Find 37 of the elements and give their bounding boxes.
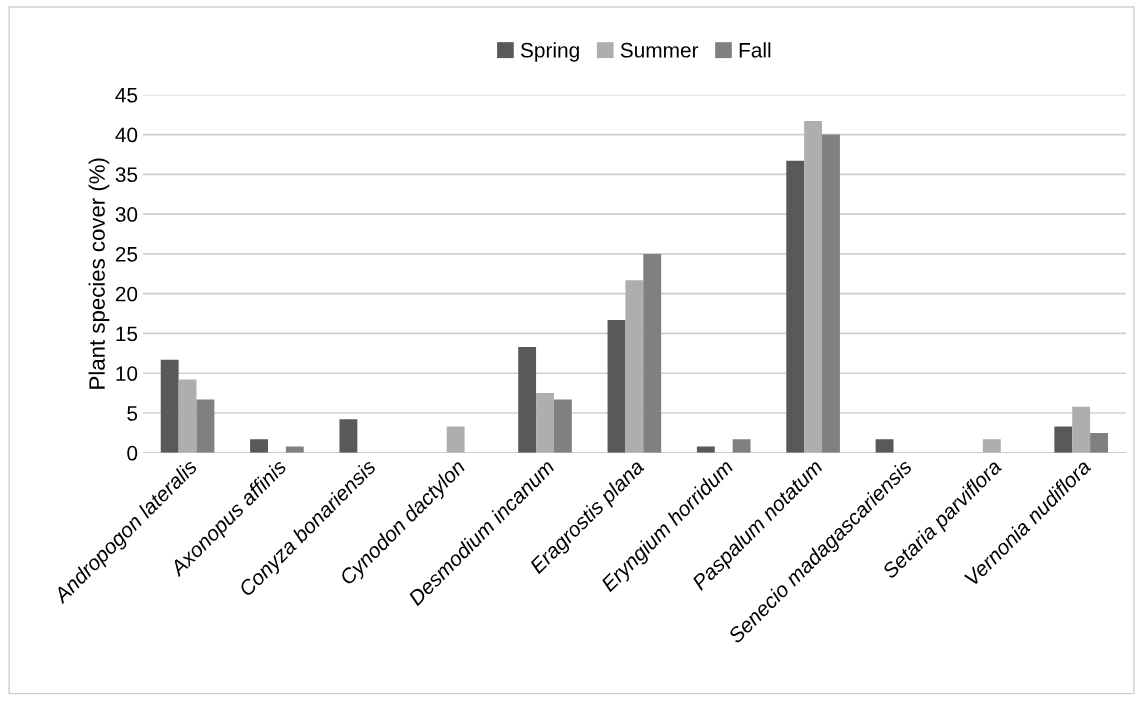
y-tick-label: 0 — [127, 445, 138, 461]
bar — [804, 121, 823, 453]
bar — [536, 393, 554, 453]
bar — [178, 379, 197, 453]
y-axis-title: Plant species cover (%) — [88, 158, 110, 389]
bar — [1054, 426, 1073, 453]
y-tick-label: 45 — [115, 87, 138, 103]
bar — [446, 426, 465, 453]
bar — [786, 160, 805, 453]
bar — [518, 346, 537, 453]
bar — [339, 419, 358, 453]
bar — [1090, 432, 1108, 453]
bar — [625, 280, 644, 453]
y-tick-label: 5 — [127, 406, 138, 421]
legend-label: Spring — [520, 42, 579, 62]
y-tick-label: 10 — [116, 366, 138, 381]
y-tick-label: 30 — [115, 207, 138, 222]
bar — [875, 439, 894, 453]
legend-label: Fall — [739, 42, 771, 58]
bar — [822, 134, 840, 453]
y-tick-label: 15 — [116, 326, 138, 342]
bar — [196, 399, 215, 453]
bar — [696, 446, 715, 453]
bar — [982, 439, 1001, 453]
bar — [160, 359, 179, 453]
bar — [285, 446, 304, 453]
y-tick-label: 25 — [115, 246, 138, 262]
bar — [1072, 406, 1091, 453]
legend-label: Summer — [620, 42, 699, 58]
bar — [250, 439, 268, 453]
bar — [553, 399, 572, 453]
y-tick-label: 20 — [115, 286, 138, 302]
bar — [643, 253, 662, 453]
bar — [607, 319, 626, 453]
y-tick-label: 40 — [115, 127, 138, 143]
y-tick-label: 35 — [115, 167, 138, 183]
bar — [732, 439, 751, 453]
